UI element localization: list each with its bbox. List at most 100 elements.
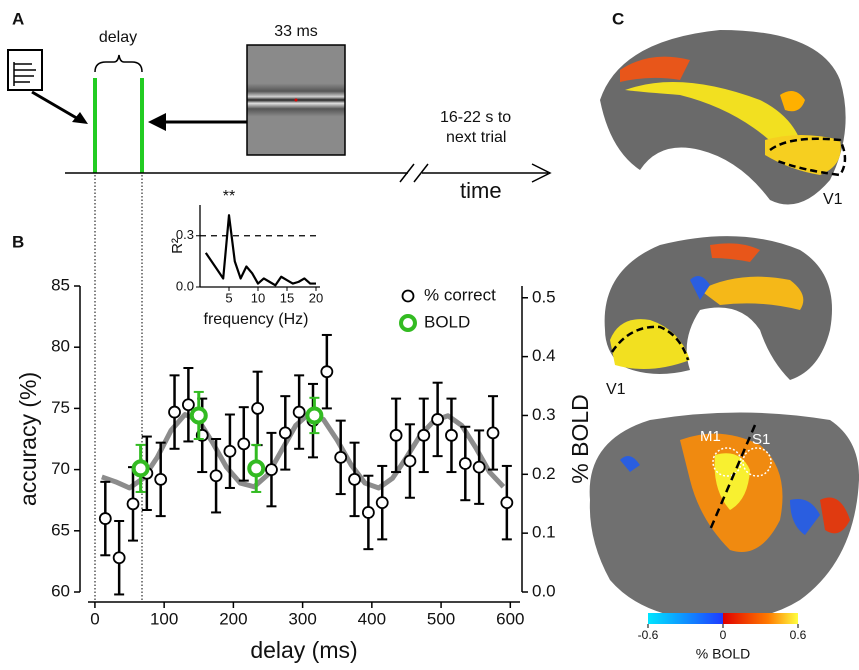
region-label: S1 [752, 431, 770, 448]
legend-label: % correct [424, 285, 496, 304]
bold-marker [189, 406, 208, 425]
accuracy-marker [334, 450, 348, 464]
legend-label: BOLD [424, 312, 470, 331]
central-sulcus [708, 424, 757, 531]
accuracy-marker [458, 457, 472, 470]
accuracy-marker [361, 506, 375, 519]
brain-medial [600, 30, 846, 205]
v1-outline [769, 137, 847, 177]
legend-marker [401, 289, 415, 303]
panel-b: B 60 65 70 75 80 85 0.0 0.1 0.2 0.3 0.4 0.5 0 100 200 30… [12, 188, 593, 663]
x-tick-label: 20 [309, 290, 323, 305]
y-tick-label: 70 [51, 459, 70, 478]
x-tick-label: 500 [427, 609, 455, 628]
accuracy-marker [98, 512, 112, 525]
panel-label: A [12, 9, 24, 28]
accuracy-marker [417, 428, 431, 442]
y2-axis-label: % BOLD [567, 394, 593, 483]
accuracy-marker [209, 469, 223, 483]
panel-label: B [12, 232, 24, 251]
accuracy-marker [348, 472, 361, 486]
accuracy-marker [472, 460, 486, 474]
y-tick-label: 0.3 [176, 227, 194, 242]
brace [94, 54, 143, 73]
fixation [294, 98, 298, 102]
x-tick-label: 300 [288, 609, 316, 628]
accuracy-marker [431, 413, 445, 426]
y-tick-label: 0.0 [176, 278, 194, 293]
x-tick-label: 15 [280, 290, 294, 305]
accuracy-marker [181, 398, 195, 412]
activation [714, 453, 750, 510]
deactivation [690, 276, 710, 300]
legend-marker [399, 314, 417, 332]
region-label: V1 [823, 191, 843, 208]
y2-tick-label: 0.4 [532, 346, 556, 365]
accuracy-marker [168, 405, 181, 419]
duration-label: 33 ms [274, 23, 318, 40]
arrow [31, 90, 81, 122]
accuracy-marker [292, 405, 306, 419]
accuracy-marker [237, 437, 251, 451]
accuracy-marker [154, 472, 168, 486]
arrow [148, 113, 166, 131]
panel-a: A delay 33 ms 16-22 s to next trial time [7, 9, 552, 600]
timeline-arrow [531, 163, 552, 183]
y2-tick-label: 0.1 [532, 523, 556, 542]
accuracy-marker [375, 496, 389, 510]
y-tick-label: 85 [51, 275, 70, 294]
iti-label: 16-22 s to [440, 109, 511, 126]
x-tick-label: 10 [251, 290, 265, 305]
r2-line [204, 214, 316, 287]
arrow [72, 112, 88, 124]
activation [625, 82, 800, 150]
deactivation [620, 456, 640, 472]
accuracy-marker [112, 551, 126, 565]
y2-tick-label: 0.5 [532, 287, 556, 306]
v1-outline [610, 325, 690, 361]
activation [710, 243, 760, 262]
x-axis-label: delay (ms) [250, 637, 357, 663]
accuracy-marker [278, 426, 292, 440]
bold-marker [131, 459, 150, 478]
y-tick-label: 80 [51, 337, 70, 356]
x-tick-label: 600 [496, 609, 524, 628]
x-tick-label: 400 [358, 609, 386, 628]
activation [700, 276, 804, 310]
time-label: time [460, 178, 502, 203]
activation [765, 135, 841, 175]
axis-break [399, 163, 429, 183]
x-tick-label: 100 [150, 609, 178, 628]
region-label: V1 [606, 381, 626, 398]
activation [780, 91, 805, 112]
accuracy-marker [223, 444, 237, 458]
y2-tick-label: 0.2 [532, 464, 556, 483]
roi-outline [742, 447, 772, 477]
delay-label: delay [99, 29, 137, 46]
iti-label: next trial [446, 129, 506, 146]
bold-marker [247, 459, 266, 478]
colorbar [648, 613, 798, 624]
y-axis-label: R² [169, 238, 186, 254]
x-tick-label: 0 [90, 609, 99, 628]
y2-tick-label: 0.3 [532, 405, 556, 424]
colorbar-label: % BOLD [696, 646, 750, 662]
accuracy-marker [265, 463, 278, 477]
panel-c: C V1 V1 M1 S1 % BOLD [589, 9, 859, 662]
deactivation [790, 499, 820, 535]
x-axis-label: frequency (Hz) [204, 311, 309, 328]
y2-tick-label: 0.0 [532, 581, 556, 600]
y-tick-label: 60 [51, 581, 70, 600]
accuracy-marker [486, 426, 500, 440]
bold-marker [305, 406, 324, 425]
accuracy-marker [389, 428, 403, 442]
x-tick-label: 200 [219, 609, 247, 628]
annotation: ** [223, 188, 235, 205]
roi-outline [712, 447, 742, 477]
y-axis-label: accuracy (%) [15, 372, 41, 506]
accuracy-marker [500, 496, 514, 510]
accuracy-marker [320, 365, 334, 379]
panel-label: C [612, 9, 624, 28]
activation [620, 56, 690, 82]
